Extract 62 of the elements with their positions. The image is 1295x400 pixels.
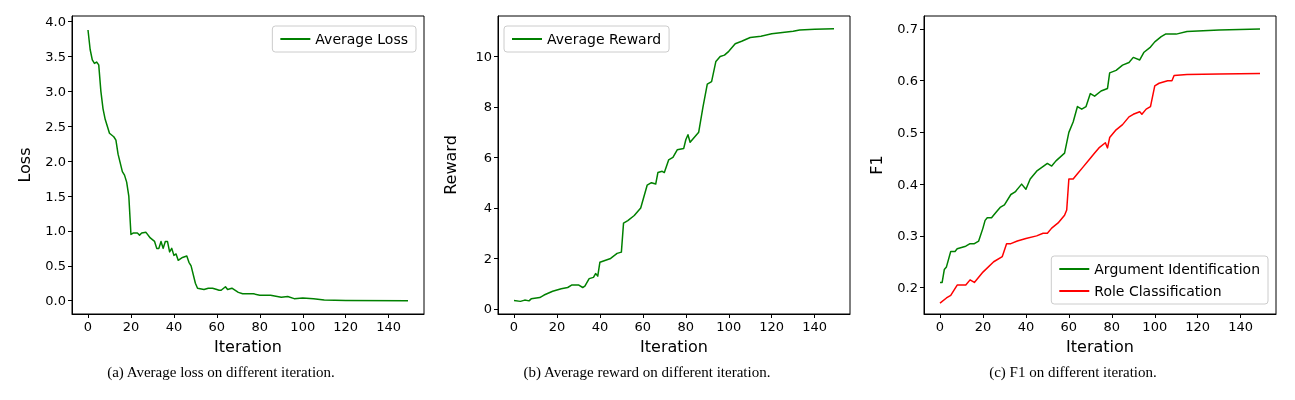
x-axis-title: Iteration [640, 336, 708, 356]
y-tick-label: 8 [483, 99, 492, 115]
legend-label: Average Reward [547, 31, 662, 47]
x-tick-label: 80 [251, 319, 269, 334]
x-tick-label: 60 [634, 319, 652, 334]
y-axis-title: Reward [440, 135, 460, 195]
x-tick-label: 80 [1103, 319, 1121, 334]
y-tick-label: 3.5 [45, 48, 66, 64]
y-tick-label: 0.5 [45, 258, 66, 274]
y-tick-label: 0.4 [897, 176, 918, 192]
y-tick-label: 4.0 [45, 14, 66, 30]
x-tick-label: 40 [591, 319, 609, 334]
y-tick-label: 0.2 [897, 280, 918, 296]
x-axis-title: Iteration [214, 336, 282, 356]
legend-label: Argument Identification [1094, 261, 1260, 277]
x-tick-label: 60 [1060, 319, 1078, 334]
x-tick-label: 140 [802, 319, 828, 334]
y-tick-label: 2.5 [45, 118, 66, 134]
x-tick-label: 0 [935, 319, 945, 334]
text: (b) Average reward on different iteration. [522, 364, 772, 381]
y-tick-label: 0 [483, 301, 492, 317]
y-tick-label: 0.0 [45, 293, 66, 309]
y-tick-label: 0.7 [897, 21, 918, 37]
legend-label: Role Classification [1094, 283, 1222, 299]
y-tick-label: 6 [483, 149, 492, 165]
x-tick-label: 120 [333, 319, 359, 334]
x-tick-label: 80 [677, 319, 695, 334]
x-axis-title: Iteration [1066, 336, 1134, 356]
x-tick-label: 140 [376, 319, 402, 334]
y-tick-label: 10 [475, 48, 492, 64]
x-tick-label: 100 [716, 319, 742, 334]
line-series [939, 72, 1261, 304]
x-tick-label: 20 [974, 319, 992, 334]
y-tick-label: 2.0 [45, 153, 66, 169]
x-tick-label: 100 [1142, 319, 1168, 334]
x-tick-label: 140 [1228, 319, 1254, 334]
y-axis-title: F1 [866, 155, 886, 175]
y-tick-label: 3.0 [45, 83, 66, 99]
line-series [939, 28, 1261, 284]
y-tick-label: 2 [483, 250, 492, 266]
x-tick-label: 0 [509, 319, 519, 334]
x-tick-label: 20 [122, 319, 140, 334]
y-tick-label: 1.5 [45, 188, 66, 204]
x-tick-label: 100 [290, 319, 316, 334]
x-tick-label: 60 [208, 319, 226, 334]
legend-label: Average Loss [315, 31, 409, 47]
y-axis-title: Loss [14, 147, 34, 183]
x-tick-label: 20 [548, 319, 566, 334]
x-tick-label: 40 [165, 319, 183, 334]
line-series [513, 27, 835, 303]
y-tick-label: 0.3 [897, 228, 918, 244]
line-series [87, 29, 409, 302]
x-tick-label: 40 [1017, 319, 1035, 334]
x-tick-label: 120 [759, 319, 785, 334]
x-tick-label: 0 [83, 319, 93, 334]
y-tick-label: 0.5 [897, 124, 918, 140]
text: (a) Average loss on different iteration. [106, 364, 336, 381]
y-tick-label: 0.6 [897, 73, 918, 89]
x-tick-label: 120 [1185, 319, 1211, 334]
y-tick-label: 1.0 [45, 223, 66, 239]
y-tick-label: 4 [483, 200, 492, 216]
text: (c) F1 on different iteration. [988, 364, 1158, 381]
